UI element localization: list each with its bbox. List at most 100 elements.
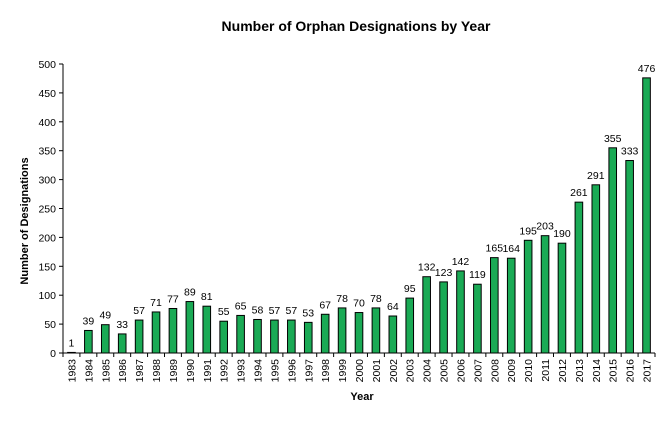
x-tick-label: 1986 — [117, 359, 129, 383]
bar — [270, 319, 279, 354]
x-tick-label: 1998 — [320, 359, 332, 383]
y-tick-label: 300 — [38, 175, 56, 187]
bar — [337, 307, 347, 354]
bar — [84, 329, 93, 354]
bar — [253, 318, 262, 354]
data-label: 333 — [621, 146, 639, 158]
bar — [490, 257, 499, 354]
y-axis-title: Number of Designations — [19, 157, 31, 284]
bar — [134, 319, 144, 354]
y-tick-label: 250 — [38, 204, 56, 216]
x-tick-label: 2010 — [523, 359, 535, 383]
x-tick-label: 1984 — [83, 359, 95, 383]
x-tick-label: 2008 — [489, 359, 501, 383]
bar — [202, 305, 212, 354]
x-tick-label: 2015 — [608, 359, 620, 383]
data-label: 70 — [353, 298, 365, 310]
data-label: 291 — [587, 170, 605, 182]
x-tick-label: 2009 — [506, 359, 518, 383]
bar — [117, 333, 127, 354]
x-tick-label: 2000 — [354, 359, 366, 383]
data-label: 119 — [469, 269, 486, 281]
x-tick-label: 1991 — [202, 359, 214, 383]
bar — [219, 320, 228, 354]
plot-area: 0 50 100 150 200 250 300 350 400 450 500 1 39 49 33 57 7… — [38, 59, 656, 383]
bar — [422, 276, 431, 354]
x-tick-label: 1996 — [286, 359, 298, 383]
bar — [625, 160, 634, 354]
data-label: 57 — [269, 305, 281, 317]
data-label: 64 — [387, 301, 399, 313]
data-label: 355 — [604, 133, 622, 145]
data-label: 164 — [502, 243, 520, 255]
y-tick-label: 100 — [38, 290, 56, 302]
x-tick-label: 1999 — [337, 359, 349, 383]
x-tick-label: 2005 — [439, 359, 451, 383]
x-tick-label: 2017 — [642, 359, 654, 383]
x-tick-label: 1993 — [236, 359, 248, 383]
bar — [523, 239, 533, 354]
bar — [439, 281, 448, 354]
data-label: 57 — [285, 305, 297, 317]
bar — [608, 147, 618, 354]
x-tick-label: 2006 — [455, 359, 467, 383]
y-tick-label: 200 — [38, 232, 56, 244]
x-tick-label: 1992 — [219, 359, 231, 383]
data-label: 165 — [486, 243, 504, 255]
y-tick-label: 50 — [44, 319, 56, 331]
x-tick-label: 1985 — [100, 359, 112, 383]
bar — [540, 235, 550, 354]
data-label: 55 — [218, 306, 230, 318]
bar — [320, 313, 330, 354]
y-tick-label: 150 — [38, 261, 56, 273]
x-tick-label: 2016 — [625, 359, 637, 383]
data-label: 476 — [638, 63, 656, 75]
data-label: 95 — [404, 283, 416, 295]
data-label: 77 — [167, 293, 179, 305]
x-tick-label: 2007 — [472, 359, 484, 383]
data-label: 1 — [69, 337, 75, 349]
x-tick-label: 1997 — [303, 359, 315, 383]
bar — [236, 314, 245, 354]
x-tick-label: 2003 — [405, 359, 417, 383]
data-label: 71 — [150, 297, 162, 309]
data-label: 81 — [201, 291, 213, 303]
data-label: 261 — [570, 187, 588, 199]
data-label: 132 — [418, 262, 436, 274]
data-label: 203 — [536, 221, 554, 233]
bar — [371, 307, 381, 354]
bar — [591, 184, 601, 354]
x-axis-title: Year — [350, 391, 374, 403]
data-label: 65 — [235, 300, 247, 312]
bar — [473, 283, 482, 354]
bar — [574, 201, 584, 354]
data-label: 33 — [116, 319, 128, 331]
bar — [287, 319, 296, 354]
bar — [151, 311, 161, 354]
x-tick-label: 2013 — [574, 359, 586, 383]
bar — [456, 270, 465, 354]
bar — [557, 242, 567, 354]
data-label: 142 — [452, 256, 470, 268]
data-label: 78 — [370, 293, 382, 305]
y-tick-label: 0 — [50, 348, 56, 360]
x-tick-label: 2014 — [591, 359, 603, 383]
x-tick-label: 2001 — [371, 359, 383, 383]
bar — [506, 257, 516, 354]
x-tick-label: 1987 — [134, 359, 146, 383]
x-tick-label: 2011 — [540, 359, 552, 382]
bar — [168, 307, 178, 354]
bar — [303, 321, 313, 354]
data-label: 39 — [83, 315, 95, 327]
x-tick-label: 1983 — [66, 359, 78, 383]
bar — [405, 297, 415, 354]
data-label: 195 — [519, 225, 537, 237]
y-tick-label: 400 — [38, 117, 56, 129]
chart-title: Number of Orphan Designations by Year — [222, 18, 491, 34]
x-tick-label: 2012 — [557, 359, 569, 383]
data-label: 89 — [184, 287, 196, 299]
data-label: 49 — [99, 310, 111, 322]
y-tick-label: 500 — [38, 59, 56, 71]
x-tick-label: 1988 — [151, 359, 163, 383]
